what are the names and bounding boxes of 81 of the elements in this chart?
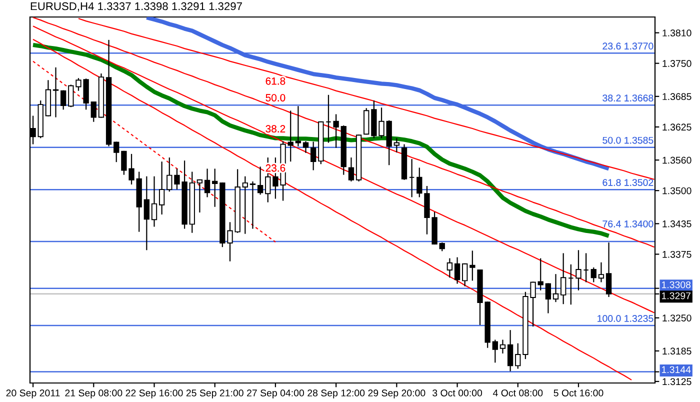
candlestick	[394, 138, 400, 153]
candlestick	[538, 258, 544, 291]
y-tick-label: 1.3308	[662, 281, 691, 288]
candlestick	[454, 256, 460, 284]
candlestick	[196, 178, 203, 214]
line-series	[32, 26, 655, 314]
candlestick	[144, 176, 150, 251]
candlestick	[364, 108, 370, 136]
ref-line-label: 38.2 1.3668	[602, 94, 654, 102]
y-tick-label: 1.3185	[662, 348, 692, 355]
y-tick-label: 1.3685	[662, 93, 692, 100]
candlestick	[90, 100, 96, 122]
y-tick-label: 1.3375	[662, 250, 692, 258]
candlestick	[492, 339, 498, 364]
x-tick-label: 5 Oct 16:00	[554, 390, 604, 396]
candlestick	[242, 176, 248, 234]
y-tick-label: 1.3560	[662, 156, 692, 164]
candlestick	[257, 166, 264, 196]
candlestick	[288, 110, 294, 162]
candlestick	[598, 262, 604, 283]
candlestick	[545, 282, 552, 314]
y-tick-label: 1.3810	[662, 30, 692, 36]
candlestick	[158, 161, 165, 216]
ref-line-label: 61.8 1.3502	[602, 179, 654, 186]
candlestick	[500, 339, 506, 354]
candlestick	[295, 106, 302, 147]
candlestick	[166, 156, 172, 192]
x-tick-label: 20 Sep 2011	[6, 390, 60, 398]
candlestick	[60, 90, 66, 110]
annotation: 50.0	[266, 94, 286, 102]
y-tick-label: 1.3435	[662, 220, 692, 228]
x-tick-label: 25 Sep 21:00	[186, 390, 244, 398]
candlestick	[583, 252, 589, 283]
candlestick	[348, 156, 354, 182]
candlestick	[462, 262, 468, 287]
candlestick	[568, 264, 574, 306]
y-tick-label: 1.3144	[662, 366, 691, 374]
candlestick	[606, 242, 612, 298]
x-tick-label: 3 Oct 00:00	[432, 390, 482, 396]
x-tick-label: 22 Sep 16:00	[126, 390, 183, 398]
candlestick	[151, 176, 158, 228]
line-series	[78, 18, 655, 180]
candlestick	[212, 168, 218, 208]
candlestick	[507, 330, 514, 372]
candlestick	[68, 84, 74, 108]
chart-title: EURUSD,H4 1.3337 1.3398 1.3291 1.3297	[30, 2, 242, 12]
annotation: 61.8	[266, 77, 286, 85]
y-tick-label: 1.3125	[662, 378, 692, 386]
x-tick-label: 4 Oct 08:00	[492, 390, 543, 396]
y-tick-label: 1.3250	[662, 314, 692, 322]
candlestick	[470, 250, 476, 282]
candlestick	[416, 167, 422, 198]
candlestick	[446, 258, 453, 278]
candlestick	[310, 141, 316, 171]
ref-line-label: 23.6 1.3770	[602, 42, 654, 50]
y-tick-label: 1.3500	[662, 187, 692, 194]
y-tick-label: 1.3750	[662, 60, 692, 67]
y-tick-label: 1.3625	[662, 124, 692, 131]
x-tick-label: 28 Sep 12:00	[308, 390, 365, 398]
ref-line-label: 50.0 1.3585	[602, 136, 654, 144]
candlestick	[552, 274, 559, 303]
candlestick	[326, 94, 332, 144]
candlestick	[560, 252, 566, 305]
candlestick	[204, 168, 210, 198]
annotation: 38.2	[266, 125, 286, 132]
candlestick	[408, 158, 415, 198]
candlestick	[302, 140, 309, 154]
ref-line-label: 76.4 1.3400	[602, 220, 654, 228]
y-tick-label: 1.3297	[662, 292, 690, 300]
candlestick	[515, 342, 521, 370]
candlestick	[114, 141, 120, 163]
ref-line-label: 100.0 1.3235	[598, 315, 654, 322]
line-series	[32, 17, 655, 248]
candlestick	[250, 180, 256, 230]
candlestick	[52, 66, 59, 118]
x-tick-label: 21 Sep 08:00	[65, 390, 122, 398]
x-tick-label: 27 Sep 04:00	[247, 390, 304, 398]
candlestick	[333, 114, 339, 148]
x-tick-label: 29 Sep 20:00	[368, 390, 426, 398]
candlestick	[590, 266, 596, 283]
candlestick	[576, 250, 582, 291]
